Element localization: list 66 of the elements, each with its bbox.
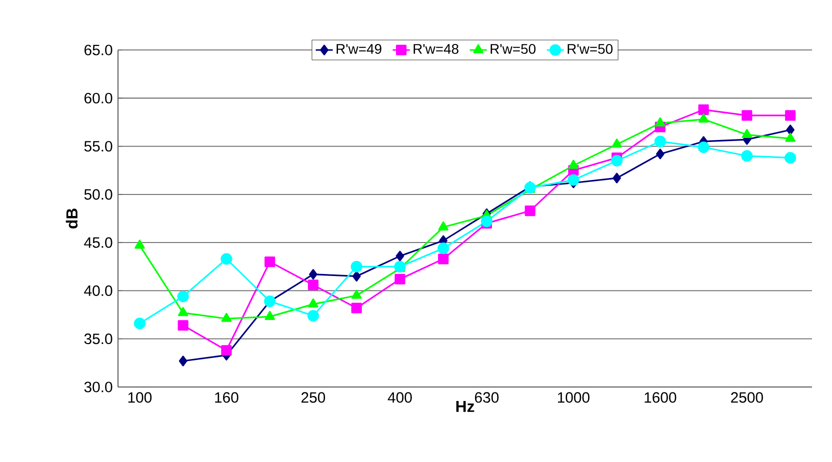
point (221, 312, 232, 322)
y-tick-label: 35.0 (84, 334, 112, 344)
legend-label: R'w=50 (568, 44, 613, 54)
point (741, 150, 753, 162)
point (612, 172, 621, 184)
point (438, 254, 449, 264)
x-tick-label: 250 (301, 392, 326, 403)
point (350, 260, 362, 272)
x-tick-label: 100 (128, 392, 152, 403)
y-tick-label: 30.0 (84, 382, 112, 392)
point (177, 290, 189, 302)
point (784, 152, 796, 164)
y-tick-label: 45.0 (84, 237, 112, 248)
point (568, 160, 579, 169)
point (134, 240, 145, 249)
y-tick-label: 50.0 (84, 189, 112, 200)
point (568, 174, 580, 186)
point (309, 269, 318, 280)
point (178, 320, 188, 331)
point (524, 206, 536, 216)
point (656, 148, 664, 160)
point (611, 154, 623, 166)
point (742, 128, 752, 138)
point (220, 253, 232, 265)
point (698, 104, 709, 115)
y-axis-title: dB (66, 208, 78, 228)
point (308, 298, 318, 308)
point (308, 280, 318, 290)
legend-label: R'w=48 (414, 44, 458, 54)
point (655, 117, 666, 126)
point (698, 114, 709, 123)
point (785, 132, 796, 142)
legend-label: R'w=49 (336, 44, 382, 54)
legend-label: R'w=50 (490, 44, 536, 54)
point (786, 124, 794, 136)
point (264, 310, 275, 320)
y-tick-label: 60.0 (84, 92, 112, 104)
point (264, 256, 276, 268)
x-tick-label: 2500 (731, 392, 763, 403)
x-tick-label: 400 (388, 392, 412, 403)
y-tick-label: 40.0 (84, 285, 112, 296)
point (785, 110, 796, 121)
point (307, 310, 319, 322)
x-tick-label: 630 (474, 392, 499, 403)
x-tick-label: 160 (215, 392, 238, 403)
point (438, 221, 448, 230)
y-tick-label: 55.0 (84, 140, 112, 152)
point (698, 141, 710, 154)
x-axis-title: Hz (456, 400, 474, 412)
point (438, 242, 450, 254)
point (178, 307, 188, 316)
point (351, 290, 362, 299)
point (221, 345, 232, 356)
x-tick-label: 1000 (558, 392, 590, 403)
point (352, 270, 361, 282)
point (178, 356, 188, 366)
point (394, 274, 406, 284)
point (480, 216, 492, 228)
point (396, 250, 404, 262)
y-tick-label: 65.0 (84, 44, 112, 56)
point (742, 110, 752, 121)
point (654, 136, 666, 148)
point (612, 138, 622, 148)
x-tick-label: 1600 (644, 392, 676, 403)
point (351, 302, 362, 314)
point (134, 318, 146, 330)
